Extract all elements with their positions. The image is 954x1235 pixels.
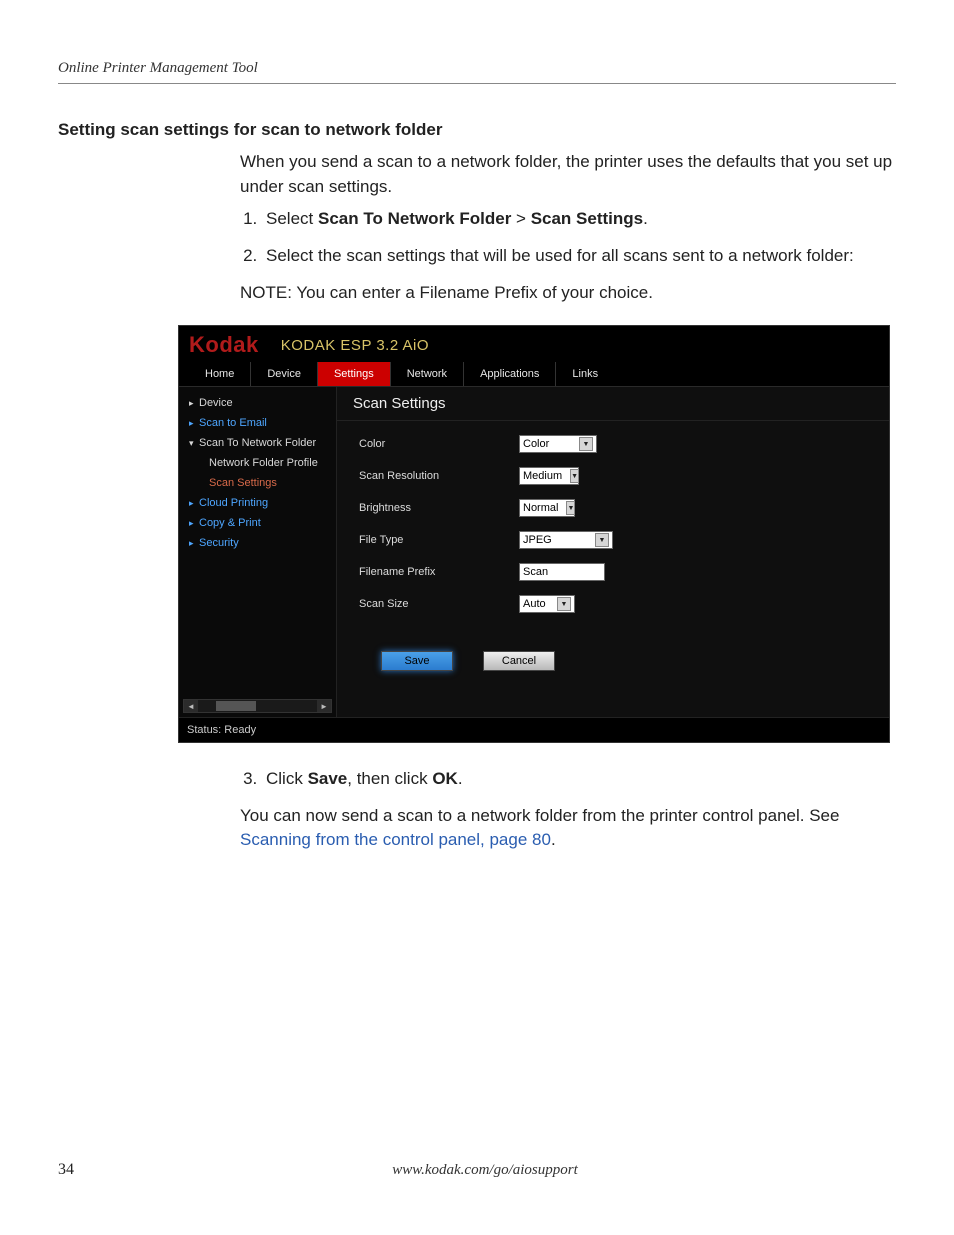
- color-select[interactable]: Color ▼: [519, 435, 597, 453]
- sidebar-item-copy-print[interactable]: ▸ Copy & Print: [179, 513, 336, 533]
- intro-text: When you send a scan to a network folder…: [240, 150, 896, 199]
- step3-mid: , then click: [347, 769, 432, 788]
- step3-b1: Save: [308, 769, 348, 788]
- sidebar-item-device[interactable]: ▸ Device: [179, 393, 336, 413]
- sidebar-label: Copy & Print: [199, 517, 261, 529]
- chevron-down-icon: ▼: [579, 437, 593, 451]
- scan-settings-form: Color Color ▼ Scan Resolution Medium ▼ B…: [337, 421, 889, 687]
- brand-bar: Kodak KODAK ESP 3.2 AiO: [179, 326, 889, 362]
- sidebar-item-scan-to-email[interactable]: ▸ Scan to Email: [179, 413, 336, 433]
- field-label: Brightness: [359, 502, 519, 514]
- field-file-type: File Type JPEG ▼: [359, 531, 867, 549]
- sidebar-item-security[interactable]: ▸ Security: [179, 533, 336, 553]
- page-footer: 34 www.kodak.com/go/aiosupport: [58, 1161, 896, 1179]
- status-bar: Status: Ready: [179, 717, 889, 742]
- sidebar-label: Scan to Email: [199, 417, 267, 429]
- step3-b2: OK: [432, 769, 458, 788]
- page-number: 34: [58, 1161, 74, 1179]
- tab-applications[interactable]: Applications: [463, 362, 555, 386]
- printer-ui-screenshot: Kodak KODAK ESP 3.2 AiO Home Device Sett…: [178, 325, 890, 743]
- select-value: Color: [523, 438, 555, 450]
- caret-right-icon: ▸: [189, 418, 199, 429]
- field-scan-size: Scan Size Auto ▼: [359, 595, 867, 613]
- step1-b1: Scan To Network Folder: [318, 209, 511, 228]
- scanning-link[interactable]: Scanning from the control panel, page 80: [240, 830, 551, 849]
- step-1: Select Scan To Network Folder > Scan Set…: [262, 207, 896, 232]
- step1-b2: Scan Settings: [531, 209, 643, 228]
- top-tabs: Home Device Settings Network Application…: [179, 362, 889, 387]
- tab-network[interactable]: Network: [390, 362, 463, 386]
- panel-title: Scan Settings: [337, 387, 889, 421]
- step3-post: .: [458, 769, 463, 788]
- tab-home[interactable]: Home: [189, 362, 250, 386]
- step-2: Select the scan settings that will be us…: [262, 244, 896, 269]
- select-value: Medium: [523, 470, 568, 482]
- page-header: Online Printer Management Tool: [58, 60, 896, 84]
- field-filename-prefix: Filename Prefix: [359, 563, 867, 581]
- sidebar-sub-scan-settings[interactable]: Scan Settings: [179, 473, 336, 493]
- main-panel: Scan Settings Color Color ▼ Scan Resolut…: [337, 387, 889, 717]
- button-row: Save Cancel: [359, 627, 867, 687]
- sidebar-scrollbar[interactable]: ◄ ►: [183, 699, 332, 713]
- scan-resolution-select[interactable]: Medium ▼: [519, 467, 579, 485]
- scroll-right-icon[interactable]: ►: [317, 700, 331, 712]
- tab-settings[interactable]: Settings: [317, 362, 390, 386]
- scroll-left-icon[interactable]: ◄: [184, 700, 198, 712]
- field-label: Scan Size: [359, 598, 519, 610]
- save-button[interactable]: Save: [381, 651, 453, 671]
- scan-size-select[interactable]: Auto ▼: [519, 595, 575, 613]
- select-value: Normal: [523, 502, 564, 514]
- caret-right-icon: ▸: [189, 538, 199, 549]
- section-heading: Setting scan settings for scan to networ…: [58, 120, 896, 140]
- field-scan-resolution: Scan Resolution Medium ▼: [359, 467, 867, 485]
- sidebar-label: Cloud Printing: [199, 497, 268, 509]
- closing-post: .: [551, 830, 556, 849]
- model-name: KODAK ESP 3.2 AiO: [281, 337, 429, 354]
- sidebar-label: Device: [199, 397, 233, 409]
- sidebar-item-cloud-printing[interactable]: ▸ Cloud Printing: [179, 493, 336, 513]
- closing-paragraph: You can now send a scan to a network fol…: [240, 804, 896, 853]
- sidebar-item-scan-to-network-folder[interactable]: ▾ Scan To Network Folder: [179, 433, 336, 453]
- sidebar-label: Security: [199, 537, 239, 549]
- content-block: When you send a scan to a network folder…: [240, 150, 896, 305]
- select-value: Auto: [523, 598, 552, 610]
- note-text: NOTE: You can enter a Filename Prefix of…: [240, 281, 896, 306]
- step1-pre: Select: [266, 209, 318, 228]
- kodak-logo: Kodak: [189, 332, 259, 358]
- select-value: JPEG: [523, 534, 558, 546]
- caret-right-icon: ▸: [189, 498, 199, 509]
- field-label: Filename Prefix: [359, 566, 519, 578]
- caret-right-icon: ▸: [189, 398, 199, 409]
- caret-down-icon: ▾: [189, 438, 199, 449]
- file-type-select[interactable]: JPEG ▼: [519, 531, 613, 549]
- tab-links[interactable]: Links: [555, 362, 614, 386]
- step1-sep: >: [511, 209, 530, 228]
- content-block-below: Click Save, then click OK. You can now s…: [240, 767, 896, 853]
- field-color: Color Color ▼: [359, 435, 867, 453]
- step1-post: .: [643, 209, 648, 228]
- sidebar: ▸ Device ▸ Scan to Email ▾ Scan To Netwo…: [179, 387, 337, 717]
- caret-right-icon: ▸: [189, 518, 199, 529]
- field-label: Scan Resolution: [359, 470, 519, 482]
- scroll-thumb[interactable]: [216, 701, 256, 711]
- chevron-down-icon: ▼: [595, 533, 609, 547]
- chevron-down-icon: ▼: [570, 469, 579, 483]
- sidebar-sub-network-folder-profile[interactable]: Network Folder Profile: [179, 453, 336, 473]
- chevron-down-icon: ▼: [566, 501, 575, 515]
- chevron-down-icon: ▼: [557, 597, 571, 611]
- footer-url: www.kodak.com/go/aiosupport: [74, 1162, 896, 1179]
- brightness-select[interactable]: Normal ▼: [519, 499, 575, 517]
- closing-text: You can now send a scan to a network fol…: [240, 806, 839, 825]
- cancel-button[interactable]: Cancel: [483, 651, 555, 671]
- step-3: Click Save, then click OK.: [262, 767, 896, 792]
- step3-pre: Click: [266, 769, 308, 788]
- sidebar-label: Scan To Network Folder: [199, 437, 316, 449]
- field-label: Color: [359, 438, 519, 450]
- field-label: File Type: [359, 534, 519, 546]
- filename-prefix-input[interactable]: [519, 563, 605, 581]
- field-brightness: Brightness Normal ▼: [359, 499, 867, 517]
- scroll-track[interactable]: [198, 701, 317, 711]
- tab-device[interactable]: Device: [250, 362, 317, 386]
